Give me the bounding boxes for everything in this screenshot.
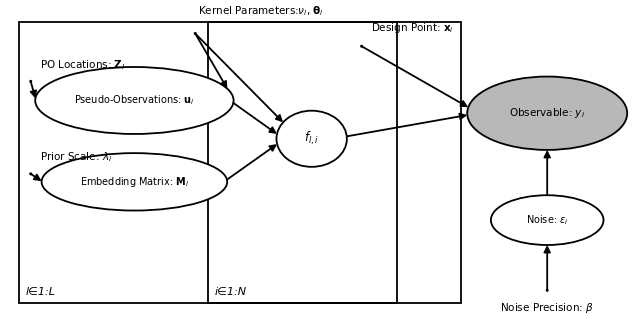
- Ellipse shape: [195, 33, 196, 34]
- Ellipse shape: [467, 77, 627, 150]
- Text: PO Locations: $\mathbf{Z}_l$: PO Locations: $\mathbf{Z}_l$: [40, 58, 125, 72]
- Ellipse shape: [547, 289, 548, 291]
- Text: Kernel Parameters:$\nu_l$, $\mathbf{\theta}_l$: Kernel Parameters:$\nu_l$, $\mathbf{\the…: [198, 4, 324, 18]
- Ellipse shape: [30, 80, 31, 82]
- Text: Pseudo-Observations: $\mathbf{u}_l$: Pseudo-Observations: $\mathbf{u}_l$: [74, 93, 195, 108]
- Ellipse shape: [361, 45, 362, 47]
- Text: l∈1:L: l∈1:L: [26, 287, 56, 297]
- Text: Noise Precision: $\beta$: Noise Precision: $\beta$: [500, 301, 594, 315]
- Text: $f_{l,i}$: $f_{l,i}$: [304, 130, 319, 147]
- Ellipse shape: [35, 67, 234, 134]
- Text: i∈1:N: i∈1:N: [214, 287, 246, 297]
- Text: Design Point: $\mathbf{x}_i$: Design Point: $\mathbf{x}_i$: [371, 21, 454, 35]
- Ellipse shape: [491, 195, 604, 245]
- Text: Noise: $\varepsilon_i$: Noise: $\varepsilon_i$: [526, 213, 568, 227]
- Bar: [19, 22, 397, 303]
- Text: Observable: $y_i$: Observable: $y_i$: [509, 106, 585, 120]
- Ellipse shape: [30, 173, 31, 175]
- Text: Prior Scale: $\lambda_l$: Prior Scale: $\lambda_l$: [40, 151, 112, 164]
- Text: Embedding Matrix: $\mathbf{M}_l$: Embedding Matrix: $\mathbf{M}_l$: [80, 175, 189, 189]
- Ellipse shape: [42, 153, 227, 211]
- Ellipse shape: [276, 111, 347, 167]
- Bar: [208, 22, 461, 303]
